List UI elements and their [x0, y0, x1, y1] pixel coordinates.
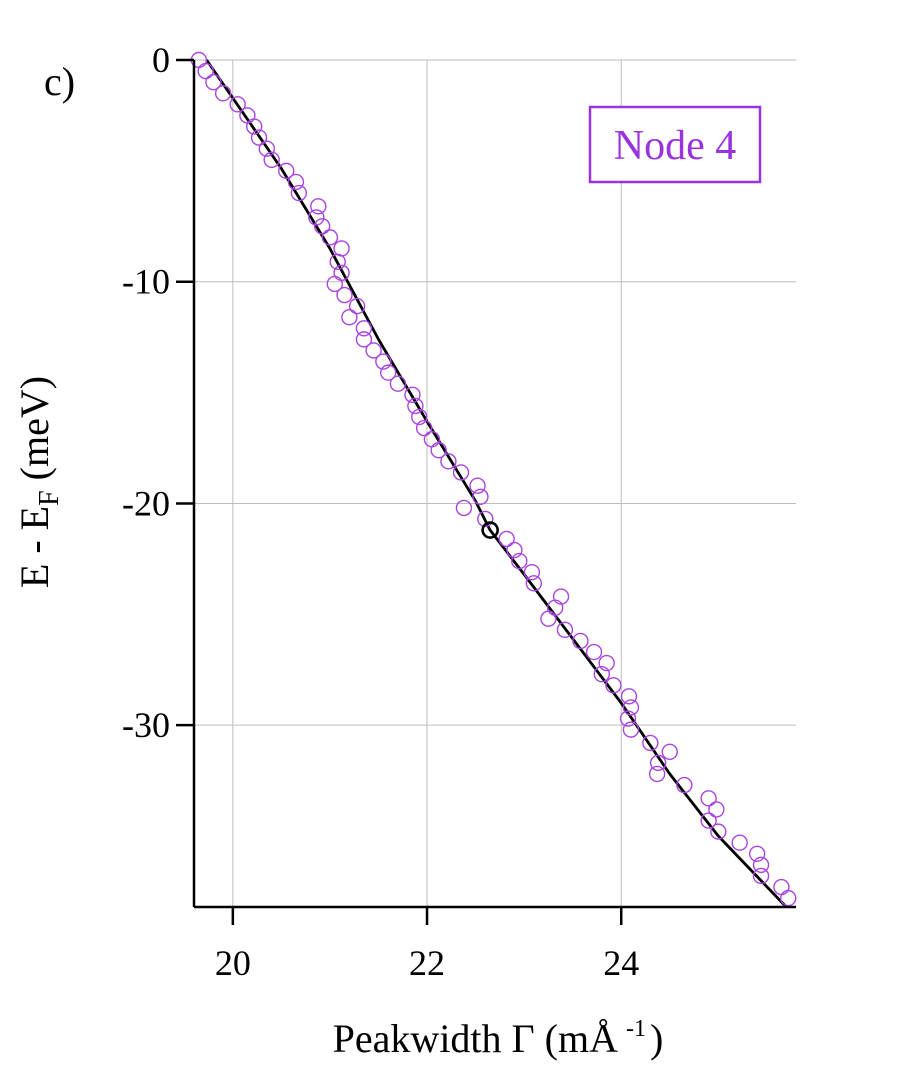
grid-lines — [194, 59, 796, 907]
data-point — [511, 552, 528, 570]
data-point — [648, 765, 666, 783]
data-point — [523, 563, 541, 581]
data-point — [326, 275, 343, 293]
data-point — [389, 375, 407, 392]
legend-text: Node 4 — [614, 123, 736, 169]
y-axis-title-suffix: (meV) — [12, 376, 57, 490]
data-point — [258, 140, 276, 157]
data-point — [341, 309, 358, 326]
data-point — [430, 442, 447, 459]
x-axis-title: Peakwidth Γ (mÅ -1) — [333, 1016, 664, 1061]
fit-line-series — [205, 59, 788, 908]
data-point — [455, 499, 473, 517]
data-point — [598, 654, 615, 672]
data-point — [415, 419, 433, 437]
data-point — [700, 790, 717, 807]
data-point — [552, 588, 570, 605]
data-point — [525, 575, 543, 592]
data-point — [572, 632, 589, 650]
data-point — [336, 286, 353, 304]
data-point — [593, 665, 611, 683]
y-tick-label: -20 — [122, 483, 170, 523]
data-point — [205, 73, 222, 91]
data-point — [290, 184, 308, 202]
data-point — [452, 464, 470, 481]
data-point — [731, 834, 748, 851]
data-point — [407, 397, 424, 415]
y-axis-title: E - EF (meV) — [12, 376, 65, 588]
data-point — [250, 129, 268, 146]
x-tick-label: 24 — [603, 943, 639, 983]
data-point — [245, 118, 263, 135]
data-point — [411, 408, 428, 426]
data-point — [329, 253, 346, 270]
data-point — [605, 677, 622, 694]
data-point — [748, 845, 766, 862]
y-axis-title-main: E - E — [12, 506, 57, 588]
data-point — [556, 621, 574, 639]
data-point — [498, 530, 515, 548]
data-point — [469, 477, 486, 494]
data-point — [700, 812, 717, 829]
data-point — [780, 889, 797, 907]
data-point — [676, 776, 693, 794]
data-point — [287, 173, 305, 191]
y-tick-label: -30 — [122, 705, 170, 745]
y-tick-label: -10 — [122, 262, 170, 302]
y-tick-label: 0 — [152, 40, 170, 80]
data-point — [710, 823, 727, 840]
data-point — [708, 801, 725, 818]
data-point — [477, 510, 494, 528]
axes — [176, 58, 796, 925]
y-axis-title-subscript: F — [34, 490, 65, 506]
data-point — [310, 198, 327, 215]
data-point — [649, 754, 667, 772]
data-point — [355, 320, 373, 337]
data-point — [619, 710, 637, 727]
data-point — [642, 734, 659, 752]
data-point — [752, 867, 770, 885]
x-tick-label: 20 — [215, 943, 251, 983]
data-point — [263, 151, 280, 168]
data-point — [375, 353, 392, 370]
fit-line — [205, 59, 788, 908]
data-point — [506, 541, 523, 559]
data-point — [622, 699, 640, 716]
data-point — [540, 610, 557, 627]
node-legend: Node 4 — [588, 105, 762, 184]
x-axis-title-superscript: -1 — [626, 1016, 646, 1042]
data-point — [773, 878, 790, 896]
data-point — [313, 218, 331, 235]
data-point — [229, 96, 246, 113]
data-point — [622, 721, 640, 738]
data-point — [585, 643, 603, 661]
data-point — [355, 331, 373, 348]
data-point — [661, 743, 678, 760]
x-axis-title-main: Peakwidth Γ (mÅ — [333, 1016, 618, 1061]
data-point — [321, 229, 339, 246]
data-point — [197, 62, 214, 80]
data-point — [404, 386, 421, 404]
data-point — [472, 488, 489, 506]
data-point — [365, 342, 382, 359]
x-axis-title-suffix: ) — [650, 1016, 663, 1061]
panel-label: c) — [44, 59, 76, 104]
x-tick-label: 22 — [409, 943, 445, 983]
data-point — [752, 856, 770, 874]
highlight-point — [481, 521, 499, 539]
data-point — [379, 364, 397, 381]
tick-labels: 0 -10 -20 -30 20 22 24 — [122, 40, 639, 983]
highlight-point-group — [481, 521, 499, 539]
data-point — [620, 688, 638, 705]
data-point — [278, 162, 295, 180]
legend-box — [588, 105, 762, 184]
data-point — [308, 209, 325, 226]
data-point — [348, 297, 366, 315]
data-point — [440, 453, 457, 470]
data-point — [214, 85, 232, 102]
